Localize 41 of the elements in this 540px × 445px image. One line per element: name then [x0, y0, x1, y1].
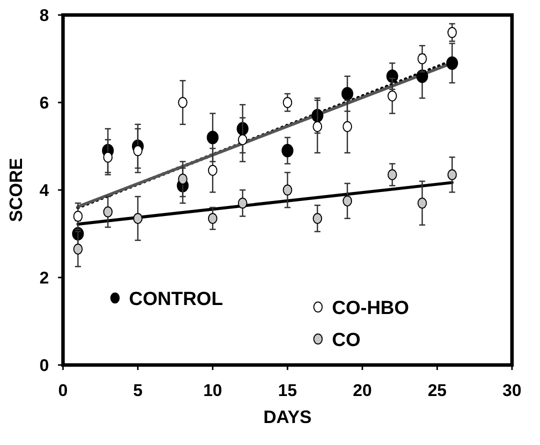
- point: [133, 212, 143, 224]
- point: [282, 97, 292, 108]
- point: [178, 97, 188, 108]
- x-tick-label: 10: [203, 381, 222, 400]
- legend-label: CO-HBO: [332, 298, 410, 319]
- point: [178, 174, 188, 185]
- x-tick-label: 30: [502, 381, 522, 400]
- point: [342, 195, 352, 206]
- point: [208, 212, 218, 224]
- point: [388, 169, 397, 180]
- x-tick-label: 0: [58, 381, 68, 400]
- y-tick-label: 8: [40, 6, 49, 25]
- y-tick-label: 2: [40, 268, 49, 288]
- x-tick-label: 20: [352, 381, 372, 400]
- x-tick-label: 5: [133, 381, 143, 400]
- point: [447, 27, 457, 38]
- point: [73, 244, 83, 255]
- legend-label: CO: [332, 330, 360, 351]
- point: [342, 121, 352, 132]
- y-tick-label: 6: [40, 94, 49, 112]
- point: [103, 206, 113, 218]
- point: [282, 144, 294, 158]
- point: [446, 56, 458, 70]
- point: [312, 212, 322, 224]
- x-axis-title: DAYS: [263, 407, 312, 427]
- point: [447, 169, 457, 180]
- point: [208, 164, 218, 176]
- point: [206, 130, 219, 144]
- point: [282, 184, 292, 196]
- y-tick-label: 4: [40, 181, 50, 200]
- x-tick-label: 15: [278, 381, 297, 400]
- point: [238, 134, 248, 146]
- y-axis-title: SCORE: [6, 158, 26, 222]
- point: [341, 87, 354, 100]
- point: [103, 152, 113, 163]
- y-tick-label: 0: [40, 356, 49, 375]
- point: [238, 198, 248, 209]
- x-tick-label: 25: [428, 381, 447, 400]
- point: [418, 198, 427, 209]
- point: [133, 145, 143, 156]
- legend-label: CONTROL: [129, 289, 224, 310]
